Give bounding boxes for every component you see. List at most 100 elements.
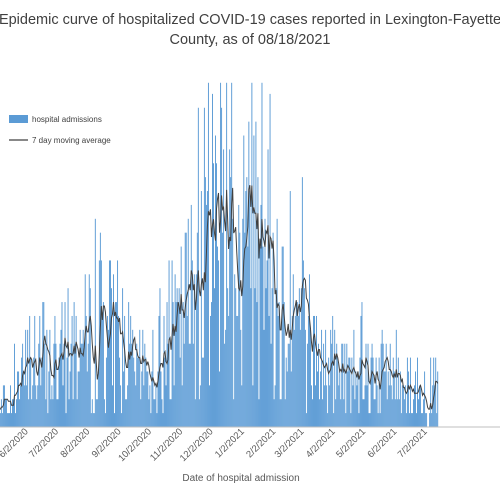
admission-bar: [6, 413, 8, 427]
admission-bar: [62, 385, 64, 427]
admission-bar: [345, 413, 347, 427]
admission-bar: [371, 343, 373, 427]
admission-bar: [9, 413, 10, 427]
admission-bar: [314, 315, 315, 427]
admission-bar: [87, 343, 89, 427]
admission-bar: [390, 385, 392, 427]
admission-bar: [0, 413, 1, 427]
admission-bar: [333, 413, 335, 427]
x-tick-label: 2/2/2021: [244, 426, 278, 460]
admission-bar: [28, 399, 30, 427]
admission-bar: [193, 274, 195, 427]
admission-bar: [214, 288, 215, 427]
admission-bar: [206, 191, 208, 427]
moving-average-line: [0, 184, 439, 410]
admission-bar: [68, 399, 70, 427]
admission-bar: [103, 399, 105, 427]
x-tick-label: 6/2/2021: [365, 426, 399, 460]
admission-bar: [357, 371, 359, 427]
admission-bar: [402, 385, 404, 427]
admission-bar: [310, 385, 312, 427]
admission-bar: [283, 302, 285, 427]
admission-bar: [101, 315, 103, 427]
admission-bar: [213, 163, 214, 427]
admission-bar: [195, 274, 197, 427]
admission-bar: [399, 371, 401, 427]
admission-bar: [220, 82, 222, 427]
admission-bar: [114, 413, 115, 427]
admission-bar: [302, 260, 304, 427]
admission-bar: [238, 204, 240, 427]
admission-bar: [243, 135, 245, 427]
admission-bar: [239, 232, 241, 427]
admission-bar: [242, 218, 244, 427]
admission-bar: [48, 371, 50, 427]
admission-bar: [325, 329, 327, 427]
admission-bar: [419, 385, 421, 427]
admission-bar: [10, 385, 11, 427]
admission-bar: [165, 385, 167, 427]
admission-bar: [148, 399, 150, 427]
admission-bar: [135, 385, 137, 427]
admission-bar: [88, 274, 90, 427]
admission-bar: [153, 399, 155, 427]
admission-bar: [308, 274, 310, 427]
admission-bar: [218, 260, 220, 427]
admission-bar: [221, 107, 223, 427]
admission-bar: [272, 232, 274, 427]
admission-bar: [50, 399, 52, 427]
admission-bar: [13, 399, 14, 427]
admission-bar: [149, 385, 151, 427]
admission-bar: [270, 343, 272, 427]
admission-bar: [40, 385, 42, 427]
admission-bar: [18, 371, 20, 427]
admission-bar: [163, 315, 165, 427]
admission-bar: [160, 371, 162, 427]
admission-bar: [131, 343, 133, 427]
x-tick-labels: 4/2/20205/2/20206/2/20207/2/20208/2/2020…: [0, 426, 430, 464]
admission-bar: [20, 385, 22, 427]
admission-bar: [365, 343, 367, 427]
admission-bar: [381, 329, 383, 427]
admission-bar: [324, 385, 326, 427]
x-tick-label: 7/2/2021: [396, 426, 430, 460]
admission-bar: [58, 357, 60, 427]
admission-bar: [130, 315, 132, 427]
admission-bar: [380, 343, 382, 427]
admission-bar: [317, 371, 318, 427]
admission-bar: [107, 329, 109, 427]
admission-bar: [178, 288, 180, 427]
admission-bar: [374, 399, 376, 427]
admission-bar: [137, 357, 139, 427]
admission-bar: [97, 371, 99, 427]
admission-bar: [297, 315, 299, 427]
admission-bar: [121, 413, 123, 427]
x-tick-label: 6/2/2020: [0, 426, 31, 460]
admission-bar: [372, 357, 374, 427]
admission-bar: [318, 343, 320, 427]
admission-bar: [15, 413, 17, 427]
admission-bar: [14, 343, 15, 427]
admission-bar: [424, 371, 426, 427]
admission-bar: [305, 413, 307, 427]
admission-bar: [200, 191, 202, 427]
admission-bar: [139, 329, 141, 427]
admission-bar: [44, 343, 46, 427]
admission-bar: [126, 399, 128, 427]
admission-bar: [275, 288, 277, 427]
admission-bar: [391, 399, 393, 427]
admission-bar: [247, 246, 249, 427]
admission-bar: [134, 371, 136, 427]
admission-bar: [80, 343, 82, 427]
admission-bar: [55, 343, 57, 427]
admission-bar: [223, 149, 225, 427]
admission-bar: [250, 288, 252, 427]
admission-bar: [392, 357, 394, 427]
admission-bar: [27, 329, 29, 427]
admission-bar: [236, 315, 238, 427]
admission-bar: [369, 413, 371, 427]
admission-bar: [364, 385, 366, 427]
legend-label-hospital-admissions: hospital admissions: [32, 115, 102, 124]
admission-bar: [299, 329, 301, 427]
admission-bar: [136, 343, 138, 427]
